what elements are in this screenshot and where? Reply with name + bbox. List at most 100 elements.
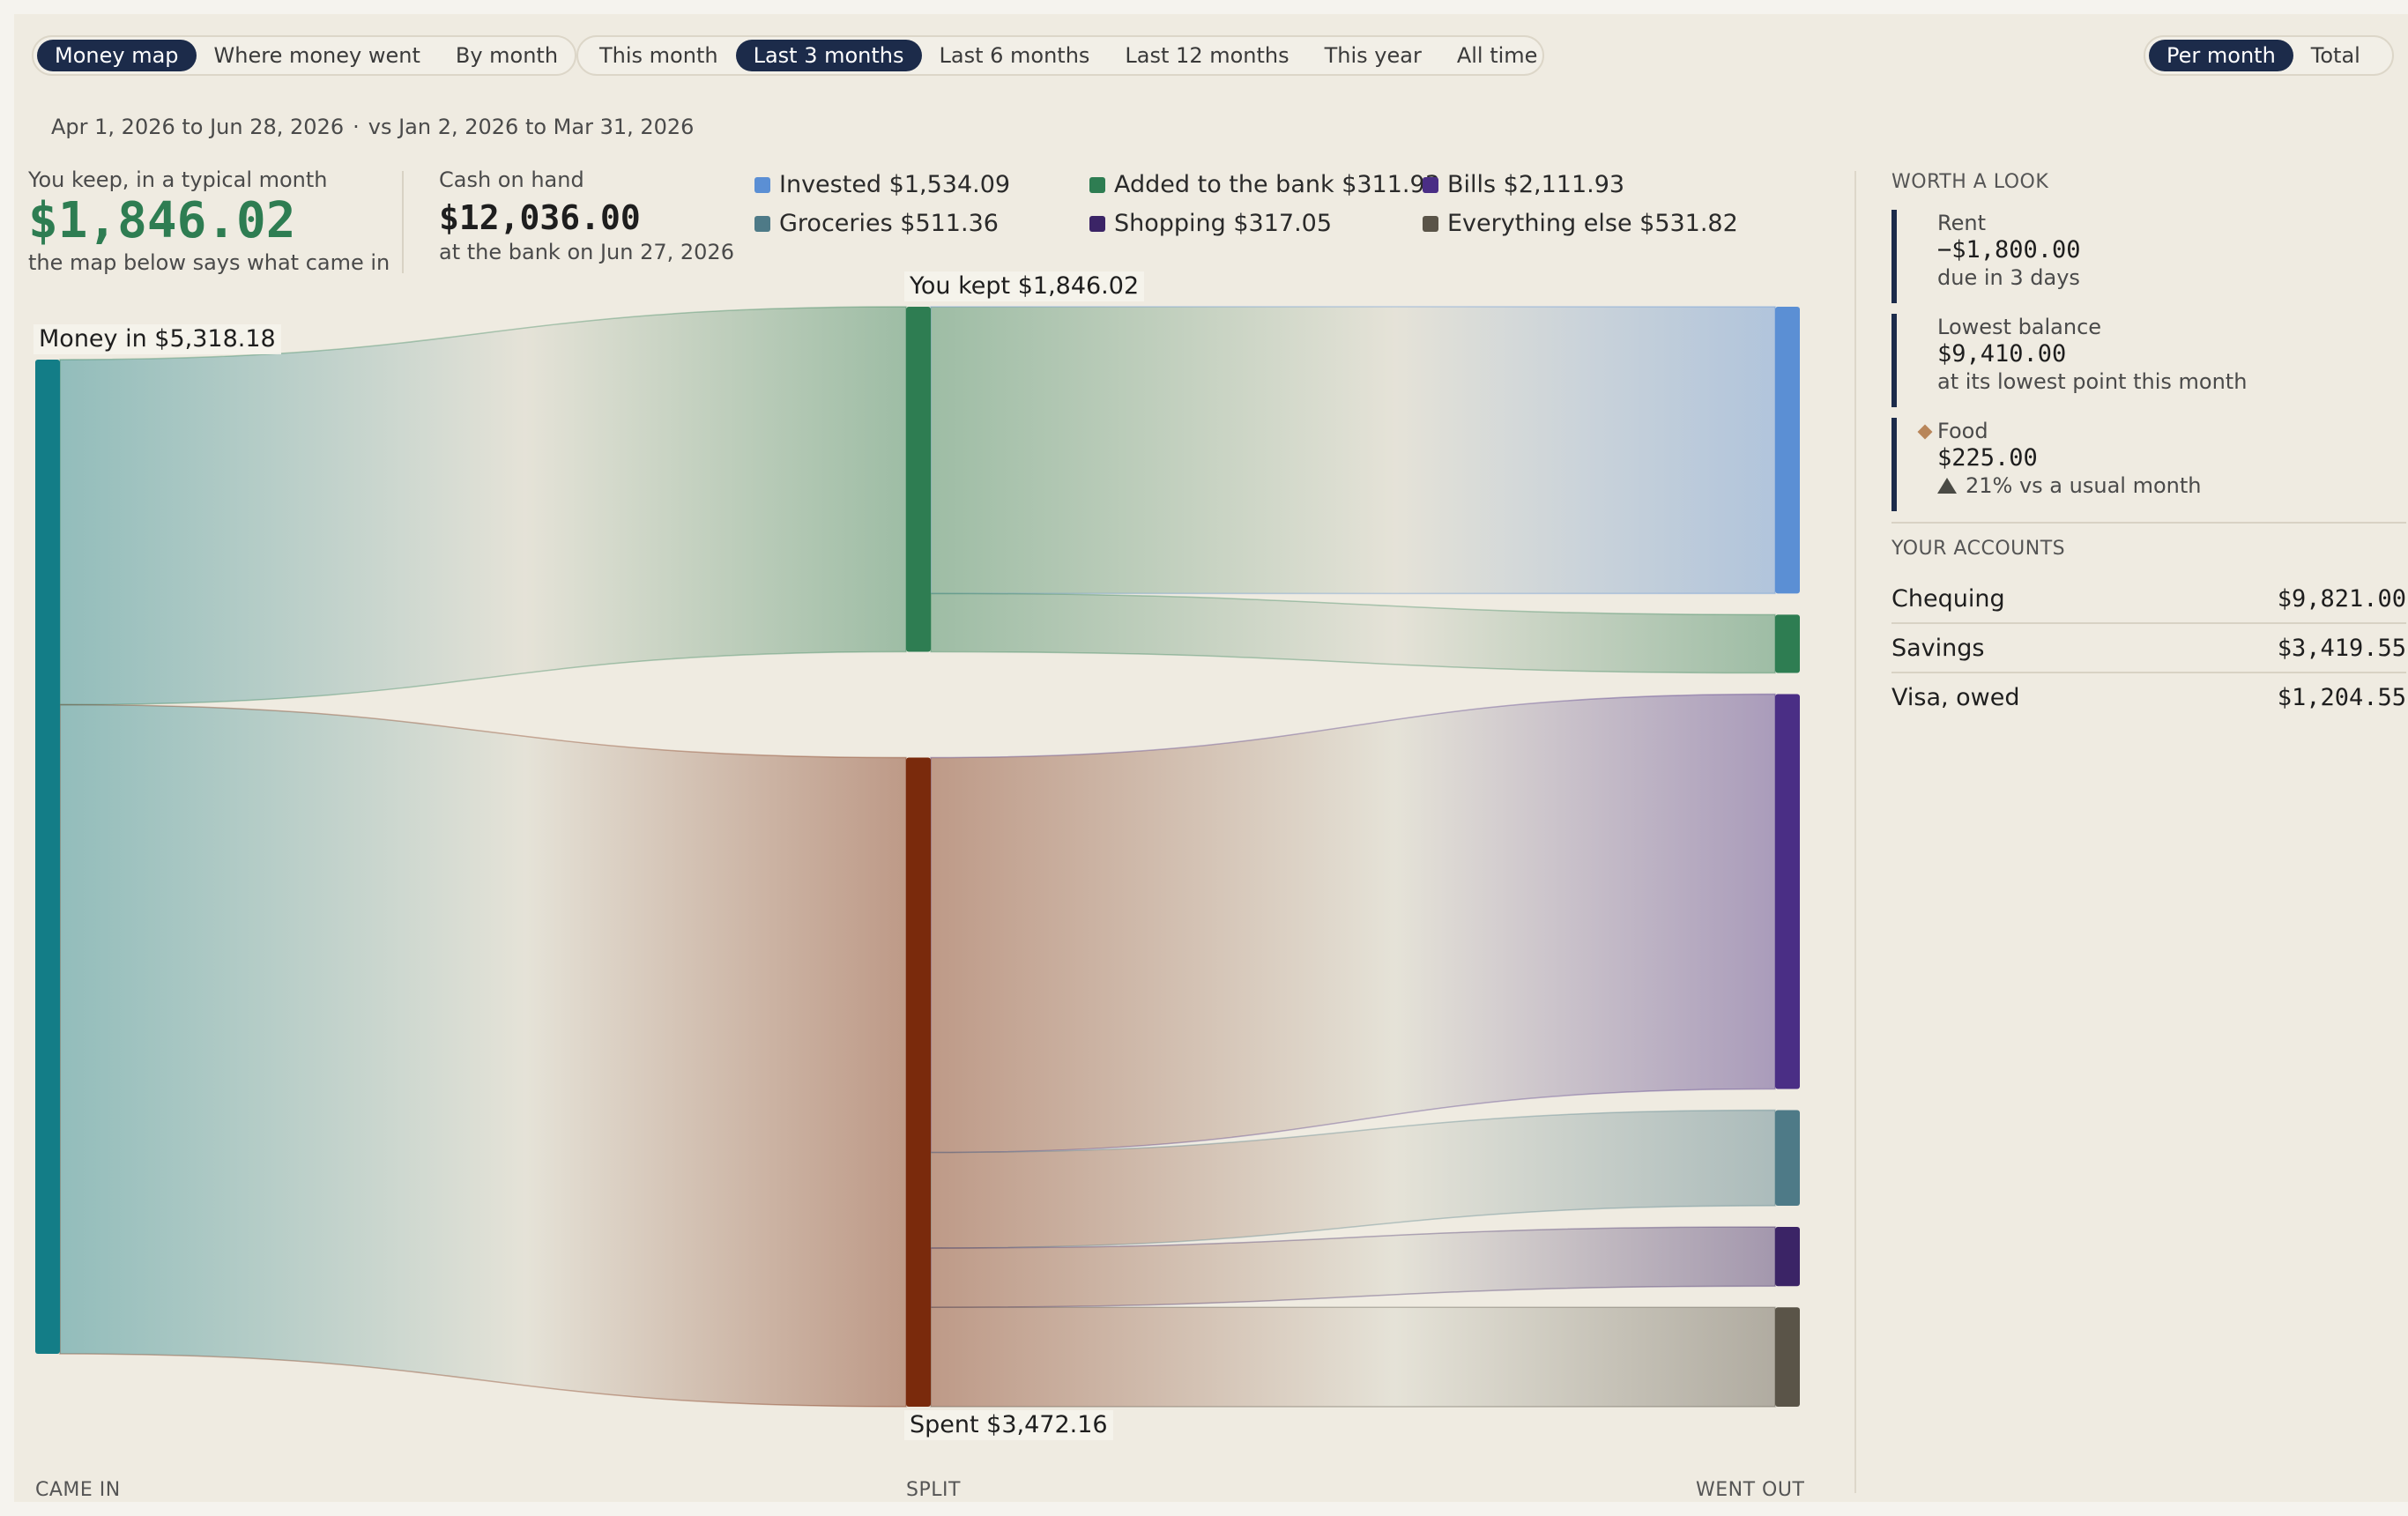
account-amount: $9,821.00 bbox=[2277, 584, 2406, 613]
diamond-icon bbox=[1917, 424, 1933, 440]
panel-divider bbox=[1891, 522, 2406, 524]
kpi-divider bbox=[402, 171, 404, 273]
account-amount: $1,204.55 bbox=[2277, 683, 2406, 711]
tab-by-month[interactable]: By month bbox=[455, 43, 559, 68]
insight-card-food[interactable]: Food $225.00 21% vs a usual month bbox=[1891, 418, 2403, 511]
insight-title: Rent bbox=[1937, 211, 1986, 235]
account-name: Savings bbox=[1891, 634, 1985, 662]
legend-swatch bbox=[754, 176, 770, 193]
legend-swatch bbox=[1089, 176, 1105, 193]
sankey-link-spent-bills[interactable] bbox=[930, 693, 1776, 1154]
right-panel-divider bbox=[1854, 171, 1856, 1493]
insight-sub: due in 3 days bbox=[1937, 265, 2080, 290]
sankey-link-spent-else[interactable] bbox=[930, 1306, 1776, 1408]
kpi-cash-value: $12,036.00 bbox=[439, 198, 641, 237]
tab-per-month[interactable]: Per month bbox=[2149, 40, 2293, 71]
sankey-node-shopping[interactable] bbox=[1775, 1226, 1800, 1287]
node-label-money-in: Money in $5,318.18 bbox=[33, 324, 281, 354]
legend-swatch bbox=[1089, 215, 1105, 232]
app-window: Money map Where money went By month This… bbox=[14, 14, 2408, 1502]
legend-label: Invested $1,534.09 bbox=[779, 171, 1011, 198]
sankey-link-spent-shopping[interactable] bbox=[930, 1226, 1776, 1308]
insight-card-rent[interactable]: Rent −$1,800.00 due in 3 days bbox=[1891, 210, 2403, 303]
legend-label: Groceries $511.36 bbox=[779, 210, 999, 237]
legend-bills: Bills $2,111.93 bbox=[1423, 171, 1624, 198]
sankey-node-spent[interactable] bbox=[906, 757, 931, 1407]
node-label-you-kept: You kept $1,846.02 bbox=[904, 271, 1145, 301]
legend-groceries: Groceries $511.36 bbox=[754, 210, 999, 237]
tab-all-time[interactable]: All time bbox=[1456, 43, 1538, 68]
tab-this-year[interactable]: This year bbox=[1324, 43, 1422, 68]
legend-added-to-bank: Added to the bank $311.93 bbox=[1089, 171, 1440, 198]
column-label-went-out: WENT OUT bbox=[1696, 1479, 1805, 1501]
period-compare: vs Jan 2, 2026 to Mar 31, 2026 bbox=[368, 115, 695, 139]
sankey-node-bills[interactable] bbox=[1775, 694, 1800, 1089]
account-name: Visa, owed bbox=[1891, 683, 2020, 711]
sankey-link-spent-groceries[interactable] bbox=[930, 1109, 1776, 1249]
sankey-node-else[interactable] bbox=[1775, 1307, 1800, 1407]
node-label-spent: Spent $3,472.16 bbox=[904, 1410, 1113, 1440]
kpi-keep-sub: the map below says what came in bbox=[28, 250, 390, 275]
kpi-cash-label: Cash on hand bbox=[439, 167, 584, 192]
kpi-keep-value: $1,846.02 bbox=[28, 192, 296, 249]
sankey-links bbox=[59, 306, 1776, 1408]
legend-swatch bbox=[754, 215, 770, 232]
sankey-node-invested[interactable] bbox=[1775, 307, 1800, 594]
insight-card-lowest-balance[interactable]: Lowest balance $9,410.00 at its lowest p… bbox=[1891, 314, 2403, 407]
tab-total[interactable]: Total bbox=[2310, 43, 2360, 68]
legend-shopping: Shopping $317.05 bbox=[1089, 210, 1332, 237]
sankey-link-kept-invested[interactable] bbox=[930, 306, 1776, 595]
kpi-cash-on-hand: Cash on hand $12,036.00 at the bank on J… bbox=[439, 167, 734, 264]
account-row-chequing[interactable]: Chequing $9,821.00 bbox=[1891, 575, 2406, 622]
insight-title: Lowest balance bbox=[1937, 315, 2102, 339]
legend-invested: Invested $1,534.09 bbox=[754, 171, 1010, 198]
your-accounts-heading: YOUR ACCOUNTS bbox=[1891, 538, 2066, 560]
period-subtitle: Apr 1, 2026 to Jun 28, 2026 · vs Jan 2, 20… bbox=[51, 115, 694, 139]
tab-this-month[interactable]: This month bbox=[599, 43, 718, 68]
tab-last-12-months[interactable]: Last 12 months bbox=[1125, 43, 1289, 68]
legend-label: Bills $2,111.93 bbox=[1447, 171, 1625, 198]
legend-label: Added to the bank $311.93 bbox=[1114, 171, 1440, 198]
worth-a-look-heading: WORTH A LOOK bbox=[1891, 171, 2049, 193]
legend-label: Everything else $531.82 bbox=[1447, 210, 1738, 237]
legend-label: Shopping $317.05 bbox=[1114, 210, 1333, 237]
sankey-node-kept[interactable] bbox=[906, 307, 931, 652]
view-switcher: Money map Where money went By month bbox=[32, 35, 576, 76]
insight-title: Food bbox=[1937, 419, 1988, 443]
account-amount: $3,419.55 bbox=[2277, 634, 2406, 662]
sankey-node-groceries[interactable] bbox=[1775, 1110, 1800, 1206]
money-flow-sankey bbox=[35, 306, 1800, 1408]
legend-swatch bbox=[1423, 215, 1438, 232]
account-divider bbox=[1891, 672, 2406, 673]
insight-value: $9,410.00 bbox=[1937, 340, 2067, 368]
legend-everything-else: Everything else $531.82 bbox=[1423, 210, 1738, 237]
triangle-up-icon bbox=[1937, 478, 1957, 494]
tab-last-6-months[interactable]: Last 6 months bbox=[939, 43, 1090, 68]
sankey-link-in-spent[interactable] bbox=[59, 703, 907, 1408]
sankey-nodes bbox=[35, 307, 1800, 1407]
sankey-link-in-kept[interactable] bbox=[59, 306, 907, 706]
kpi-keep-label: You keep, in a typical month bbox=[28, 167, 328, 192]
mode-switcher: Per month Total bbox=[2144, 35, 2394, 76]
tab-last-3-months[interactable]: Last 3 months bbox=[735, 40, 922, 71]
insight-sub-row: 21% vs a usual month bbox=[1937, 472, 2403, 499]
kpi-cash-sub: at the bank on Jun 27, 2026 bbox=[439, 240, 734, 264]
insight-sub: at its lowest point this month bbox=[1937, 369, 2248, 394]
sankey-link-kept-bank[interactable] bbox=[930, 592, 1776, 674]
period-separator: · bbox=[353, 115, 360, 139]
account-divider bbox=[1891, 622, 2406, 624]
range-switcher: This month Last 3 months Last 6 months L… bbox=[576, 35, 1544, 76]
insight-value: $225.00 bbox=[1937, 444, 2038, 472]
sankey-node-in[interactable] bbox=[35, 360, 60, 1354]
sankey-node-bank[interactable] bbox=[1775, 614, 1800, 673]
account-row-savings[interactable]: Savings $3,419.55 bbox=[1891, 624, 2406, 672]
account-name: Chequing bbox=[1891, 584, 2005, 613]
legend-swatch bbox=[1423, 176, 1438, 193]
insight-value: −$1,800.00 bbox=[1937, 236, 2081, 264]
insight-sub: 21% vs a usual month bbox=[1966, 473, 2202, 498]
column-label-came-in: CAME IN bbox=[35, 1479, 121, 1501]
tab-money-map[interactable]: Money map bbox=[37, 40, 197, 71]
kpi-you-keep: You keep, in a typical month $1,846.02 t… bbox=[28, 167, 390, 275]
tab-where-money-went[interactable]: Where money went bbox=[213, 43, 420, 68]
account-row-visa[interactable]: Visa, owed $1,204.55 bbox=[1891, 673, 2406, 721]
